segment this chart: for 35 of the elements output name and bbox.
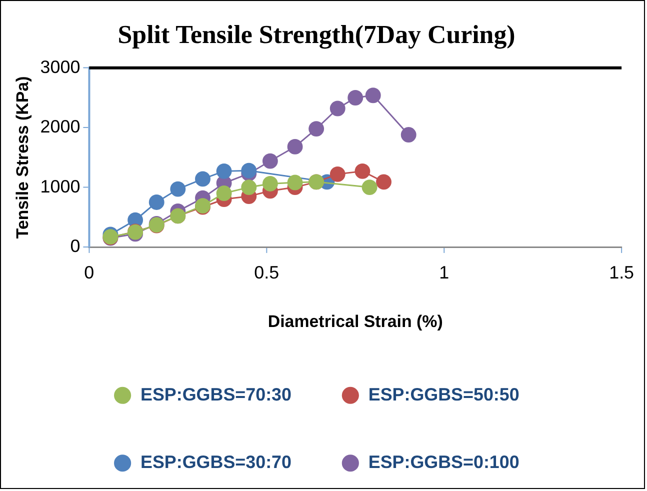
x-tick-label: 1.5 bbox=[609, 262, 634, 283]
legend-label: ESP:GGBS=70:30 bbox=[140, 384, 292, 404]
point bbox=[308, 121, 324, 137]
y-tick-label: 0 bbox=[70, 236, 80, 256]
x-tick-label: 0.5 bbox=[254, 262, 280, 283]
point bbox=[241, 180, 257, 196]
chart-title: Split Tensile Strength(7Day Curing) bbox=[118, 20, 516, 50]
y-tick-label: 2000 bbox=[40, 116, 80, 137]
point bbox=[348, 90, 364, 106]
point bbox=[241, 162, 257, 178]
y-tick-label: 1000 bbox=[40, 176, 80, 196]
point bbox=[216, 186, 232, 201]
point bbox=[287, 138, 303, 154]
point bbox=[376, 174, 392, 190]
point bbox=[400, 127, 416, 142]
legend-label: ESP:GGBS=0:100 bbox=[368, 452, 520, 472]
point bbox=[365, 88, 381, 104]
point bbox=[170, 181, 186, 197]
x-tick-label: 0 bbox=[84, 262, 94, 283]
y-axis-title: Tensile Stress (KPa) bbox=[12, 76, 32, 239]
point bbox=[354, 163, 370, 179]
point bbox=[262, 176, 278, 192]
point bbox=[148, 194, 164, 210]
point bbox=[330, 100, 346, 116]
point bbox=[216, 163, 232, 179]
point bbox=[362, 180, 378, 196]
point bbox=[195, 171, 210, 187]
point bbox=[262, 153, 278, 169]
point bbox=[330, 166, 346, 182]
legend-label: ESP:GGBS=30:70 bbox=[140, 452, 292, 472]
legend-label: ESP:GGBS=50:50 bbox=[368, 384, 520, 404]
y-tick-label: 3000 bbox=[40, 56, 80, 77]
point bbox=[287, 174, 303, 190]
x-axis-title: Diametrical Strain (%) bbox=[268, 312, 443, 332]
x-tick-label: 1 bbox=[439, 262, 450, 283]
